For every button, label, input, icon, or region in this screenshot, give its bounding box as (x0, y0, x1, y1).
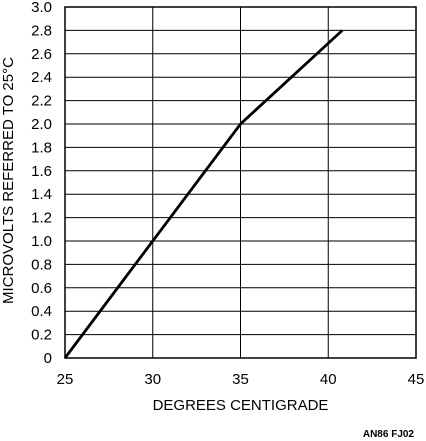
grid (64, 6, 417, 359)
y-tick-label: 1.4 (31, 186, 52, 203)
x-axis-label: DEGREES CENTIGRADE (153, 397, 329, 414)
y-tick-label: 0.2 (31, 327, 52, 344)
y-tick-labels: 0 0.2 0.4 0.6 0.8 1.0 1.2 1.4 1.6 1.8 2.0 2.2 2.4 2.6… (31, 0, 52, 367)
y-tick-label: 2.2 (31, 93, 52, 110)
figure-id: AN86 FJ02 (363, 429, 415, 440)
y-tick-label: 1.8 (31, 139, 52, 156)
y-axis-label: MICROVOLTS REFERRED TO 25°C (0, 57, 17, 304)
y-tick-label: 0.8 (31, 256, 52, 273)
y-tick-label: 2.8 (31, 22, 52, 39)
x-tick-label: 40 (320, 371, 337, 388)
series-layer (63, 29, 344, 359)
x-tick-label: 25 (57, 371, 74, 388)
plot-frame (64, 6, 417, 359)
x-tick-label: 45 (408, 371, 425, 388)
y-tick-label: 0 (44, 350, 52, 367)
y-tick-label: 2.0 (31, 116, 52, 133)
y-tick-label: 2.4 (31, 69, 52, 86)
y-tick-label: 0.4 (31, 303, 52, 320)
y-tick-label: 1.6 (31, 163, 52, 180)
x-tick-label: 35 (232, 371, 249, 388)
y-tick-label: 1.0 (31, 233, 52, 250)
y-tick-label: 0.6 (31, 280, 52, 297)
x-tick-label: 30 (144, 371, 161, 388)
series-line-1 (63, 29, 344, 359)
y-tick-label: 1.2 (31, 210, 52, 227)
y-tick-label: 2.6 (31, 46, 52, 63)
x-tick-labels: 25 30 35 40 45 (57, 371, 425, 388)
y-tick-label: 3.0 (31, 0, 52, 16)
